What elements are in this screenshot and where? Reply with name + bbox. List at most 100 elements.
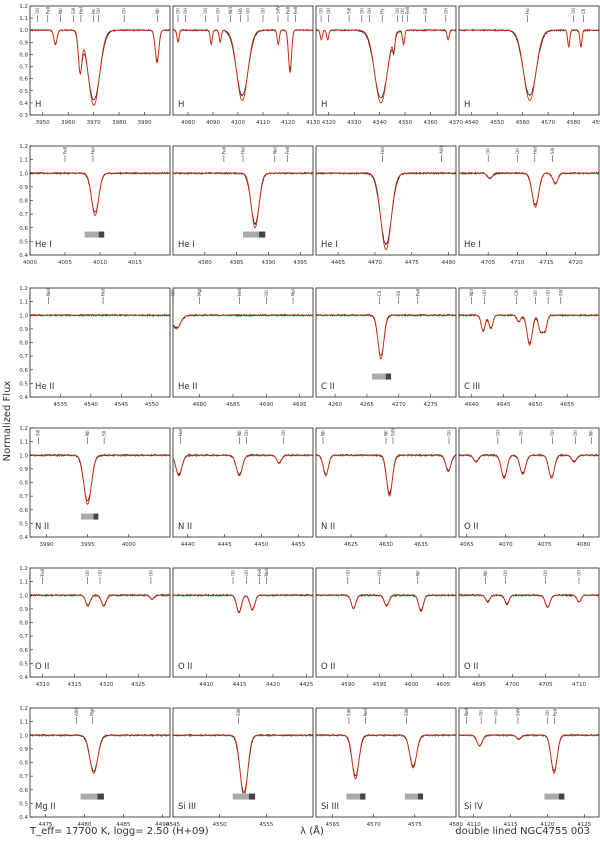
line-id-label: NIII — [469, 289, 474, 296]
x-tick-label: 4540 — [84, 402, 98, 408]
panel-curves — [30, 733, 170, 774]
x-tick-label: 4080 — [181, 120, 195, 126]
y-tick-label: 0.6 — [19, 77, 28, 83]
x-tick-label: 4630 — [379, 542, 393, 548]
model-spectrum-line — [316, 314, 456, 360]
x-tick-label: 4550 — [213, 822, 227, 828]
line-id-label: OII — [515, 148, 520, 154]
y-tick-label: 1.2 — [19, 566, 28, 572]
panel-species-label: O II — [35, 662, 49, 672]
y-tick-label: 1.0 — [19, 593, 28, 599]
panel-species-label: H — [321, 100, 327, 110]
model-spectrum-line — [459, 314, 599, 346]
y-tick-label: 0.8 — [19, 481, 28, 487]
y-tick-label: 0.9 — [19, 185, 28, 191]
x-tick-label: 4110 — [467, 822, 481, 828]
line-id-label: NeII — [464, 708, 469, 716]
x-tick-label: 4720 — [569, 260, 583, 266]
line-id-label: OII — [577, 570, 582, 576]
y-tick-label: 0.8 — [19, 52, 28, 58]
x-tick-label: 4475 — [39, 822, 53, 828]
range-bar-light — [232, 793, 249, 800]
line-id-label: OII — [546, 290, 551, 296]
panel-species-label: Si IV — [464, 802, 483, 812]
panel-frame — [315, 5, 457, 116]
line-id-label: OII — [545, 710, 550, 716]
line-id-label: SiIII — [346, 708, 351, 716]
x-tick-label: 4625 — [344, 542, 358, 548]
spectrum-panel: 4465 4470 4475 4480 HeI AlIII He I — [315, 145, 457, 266]
model-spectrum-line — [316, 594, 456, 613]
y-tick-label: 1.1 — [19, 720, 28, 726]
y-tick-label: 0.5 — [19, 521, 28, 527]
x-tick-label: 4490 — [155, 822, 169, 828]
spectrum-panel: 4680 4685 4690 4695 OII MgII HeII OII NeI He II — [171, 287, 314, 408]
line-id-label: OII — [573, 430, 578, 436]
panel-species-label: Si III — [178, 802, 196, 812]
line-id-label: FeII — [40, 569, 45, 576]
y-tick-label: 0.9 — [19, 747, 28, 753]
x-tick-label: 4605 — [436, 682, 450, 688]
x-tick-label: 4710 — [510, 260, 524, 266]
line-id-label: OII — [244, 430, 249, 436]
observed-spectrum-line — [30, 171, 170, 213]
panels-group: 3950 3960 3970 3980 3990 0.3 0.4 0.5 0.6 0.7 0.8 0.… — [19, 4, 600, 828]
line-id-label: OII — [319, 8, 324, 14]
range-bar-light — [404, 793, 418, 800]
spectrum-panel: 4640 4645 4650 4655 NIII OII CIII OII OII SIV C II… — [458, 287, 600, 408]
y-tick-label: 1.0 — [19, 28, 28, 34]
spectrum-panel: 4380 4385 4390 4395 FeII HeI NeI FeII He I — [172, 145, 314, 266]
x-tick-label: 4555 — [259, 822, 273, 828]
model-spectrum-line — [30, 594, 170, 607]
y-tick-label: 1.2 — [19, 286, 28, 292]
line-id-label: OII — [148, 570, 153, 576]
x-tick-label: 4475 — [405, 260, 419, 266]
panel-species-label: H — [35, 100, 41, 110]
x-tick-label: 4080 — [576, 542, 590, 548]
x-tick-label: 4120 — [281, 120, 295, 126]
x-tick-label: 4580 — [567, 120, 581, 126]
y-tick-label: 1.1 — [19, 16, 28, 22]
panel-curves — [173, 171, 313, 229]
panel-curves — [459, 28, 599, 101]
line-id-label: NII — [415, 570, 420, 576]
x-tick-label: 4695 — [472, 682, 486, 688]
line-id-label: NII — [58, 8, 63, 14]
x-tick-label: 4380 — [198, 260, 212, 266]
x-tick-label: 4010 — [93, 260, 107, 266]
panel-species-label: H — [178, 100, 184, 110]
panel-species-label: He II — [35, 382, 54, 392]
y-tick-label: 0.4 — [19, 395, 28, 401]
x-tick-label: 4360 — [424, 120, 438, 126]
spectrum-panel: 4695 4700 4705 4710 NII OII OII OII O II — [458, 567, 600, 688]
panel-species-label: He I — [321, 240, 338, 250]
x-tick-label: 4575 — [408, 822, 422, 828]
x-tick-label: 4570 — [541, 120, 555, 126]
panel-curves — [173, 28, 313, 101]
line-id-label: HeI — [241, 147, 246, 154]
y-tick-label: 0.6 — [19, 648, 28, 654]
spectrum-panel: 4565 4570 4575 4580 SiIII NeII SiIII Si III — [315, 707, 463, 828]
panel-frame — [29, 427, 171, 538]
y-tick-label: 0.5 — [19, 381, 28, 387]
observed-spectrum-line — [30, 28, 170, 101]
panel-curves — [30, 28, 170, 106]
x-tick-label: 4075 — [538, 542, 552, 548]
x-tick-label: 4420 — [266, 682, 280, 688]
panel-species-label: O II — [178, 662, 192, 672]
model-spectrum-line — [316, 29, 456, 104]
spectrum-panel: 3990 3995 4000 0.4 0.5 0.6 0.7 0.8 0.9 1.0 1.1 1.2 S… — [19, 426, 171, 548]
line-id-label: FeII — [221, 147, 226, 154]
line-id-label: MgII — [90, 707, 95, 716]
model-spectrum-line — [459, 172, 599, 208]
x-tick-label: 4260 — [328, 402, 342, 408]
observed-spectrum-line — [316, 733, 456, 777]
line-id-label: HeII — [101, 288, 106, 296]
model-spectrum-line — [30, 734, 170, 774]
spectrum-panel: 4260 4265 4270 4275 CII SII FeII C II — [315, 287, 457, 408]
panel-curves — [459, 313, 599, 346]
panel-frame — [458, 287, 600, 398]
y-tick-label: 0.4 — [19, 815, 28, 821]
line-id-label: HeI — [91, 147, 96, 154]
observed-spectrum-line — [30, 733, 170, 772]
